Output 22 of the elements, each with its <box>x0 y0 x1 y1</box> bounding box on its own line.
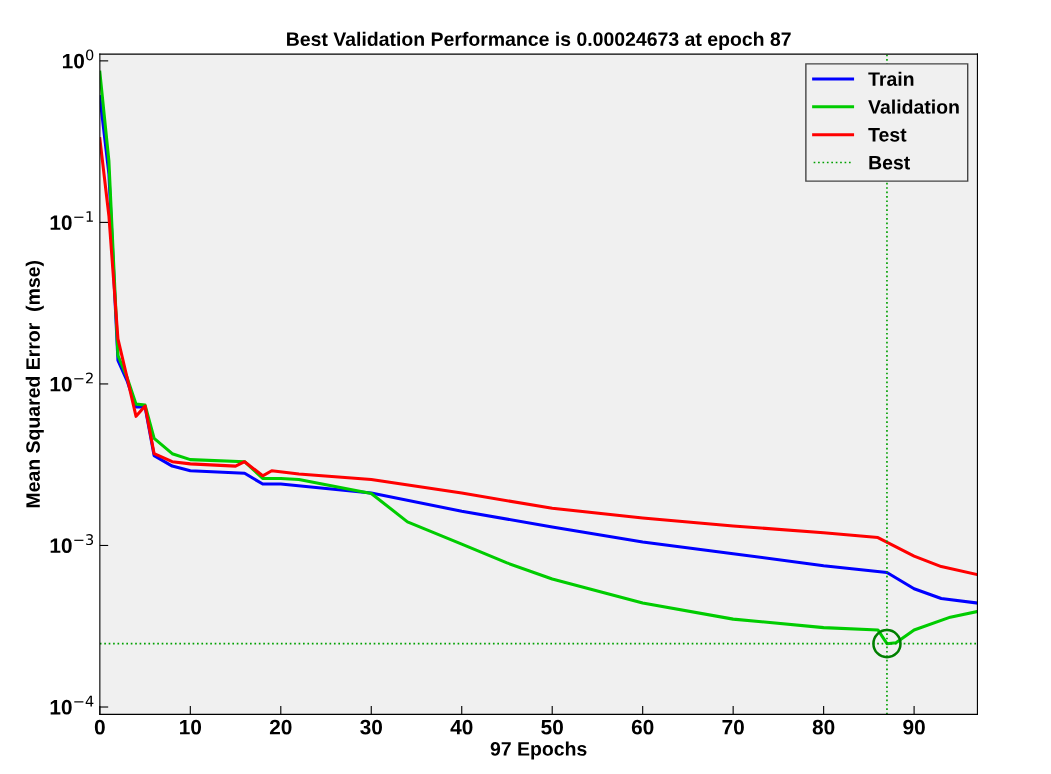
x-tick-label: 90 <box>903 719 925 735</box>
y-tick-label: 10$^{−3}$ <box>50 534 94 554</box>
x-tick-label: 40 <box>450 719 473 735</box>
ref-line-label: Best <box>869 155 910 170</box>
legend-label: Validation <box>868 99 959 114</box>
y-tick-label: 10$^{−2}$ <box>50 372 93 392</box>
y-axis-title: Mean Squared Error (mse) <box>25 260 44 508</box>
chart-title: Best Validation Performance is 0.00024673 at epoch 87 <box>287 31 791 50</box>
x-tick-label: 30 <box>360 719 382 735</box>
x-tick-label: 20 <box>269 719 292 735</box>
y-tick-label: 10$^{−1}$ <box>50 211 93 231</box>
x-tick-label: 60 <box>631 719 654 735</box>
y-tick-label: 10$^{−4}$ <box>50 695 94 715</box>
x-tick-label: 50 <box>541 719 563 735</box>
x-tick-label: 0 <box>94 719 105 735</box>
legend-label: Train <box>868 71 914 86</box>
x-axis-title: 97 Epochs <box>490 741 587 760</box>
x-tick-label: 70 <box>722 719 744 735</box>
y-tick-label: 10$^{0}$ <box>62 49 94 69</box>
legend-label: Test <box>868 128 907 142</box>
x-tick-label: 80 <box>812 719 835 735</box>
x-tick-label: 10 <box>180 719 202 735</box>
